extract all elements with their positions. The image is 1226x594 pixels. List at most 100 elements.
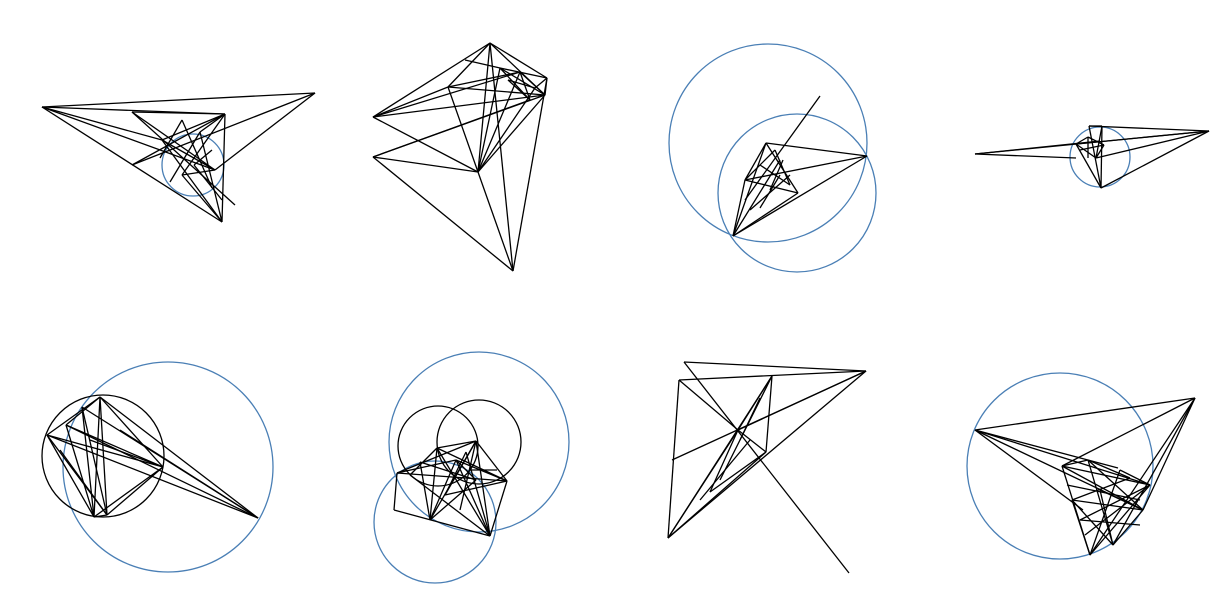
segment bbox=[419, 461, 431, 521]
segment bbox=[464, 59, 501, 69]
segment bbox=[1075, 143, 1097, 159]
segment bbox=[372, 71, 521, 118]
segment bbox=[181, 119, 213, 189]
segment bbox=[678, 379, 739, 431]
segment bbox=[534, 77, 548, 89]
segment bbox=[106, 466, 164, 516]
segment bbox=[774, 149, 791, 186]
segment bbox=[41, 92, 316, 108]
segment bbox=[159, 119, 183, 159]
segment bbox=[974, 429, 1119, 469]
segment bbox=[1112, 509, 1144, 546]
segment bbox=[447, 71, 521, 88]
segment bbox=[221, 113, 226, 223]
segment bbox=[131, 111, 216, 171]
segment bbox=[372, 156, 514, 272]
segment bbox=[737, 370, 867, 431]
segment bbox=[1087, 459, 1114, 546]
segment bbox=[744, 155, 868, 181]
segment bbox=[974, 153, 1077, 159]
segment bbox=[455, 459, 477, 481]
segment bbox=[447, 86, 546, 96]
segment bbox=[512, 77, 548, 272]
segment bbox=[393, 509, 491, 537]
segment bbox=[436, 440, 477, 449]
panel-1 bbox=[41, 92, 316, 223]
segment bbox=[475, 440, 491, 537]
segment bbox=[396, 459, 457, 474]
segment bbox=[46, 396, 101, 436]
segment bbox=[489, 42, 514, 272]
segment bbox=[65, 424, 259, 519]
segment bbox=[199, 113, 226, 133]
segment bbox=[99, 396, 108, 516]
segment bbox=[455, 459, 508, 482]
segment bbox=[1075, 136, 1089, 145]
circle bbox=[41, 394, 165, 518]
segment bbox=[41, 106, 216, 171]
circle bbox=[373, 460, 497, 584]
segment bbox=[1100, 130, 1210, 189]
segment bbox=[1079, 519, 1141, 526]
segment bbox=[447, 86, 479, 173]
segment bbox=[519, 71, 546, 96]
segment bbox=[409, 447, 438, 476]
segment bbox=[396, 472, 508, 482]
segment bbox=[1071, 499, 1114, 546]
segment bbox=[739, 397, 761, 441]
segment bbox=[1061, 459, 1089, 467]
segment bbox=[667, 429, 739, 539]
circle bbox=[717, 113, 877, 273]
segment bbox=[65, 424, 164, 468]
segment bbox=[372, 116, 479, 173]
segment bbox=[507, 79, 536, 89]
segment bbox=[477, 42, 491, 173]
panel-8 bbox=[966, 372, 1196, 560]
segment bbox=[489, 42, 548, 79]
segment bbox=[1119, 469, 1151, 486]
segment bbox=[372, 42, 491, 118]
panel-3 bbox=[668, 43, 877, 273]
segment bbox=[732, 179, 746, 237]
segment bbox=[667, 370, 867, 539]
segment bbox=[193, 149, 213, 166]
segment bbox=[1061, 397, 1196, 467]
segment bbox=[1089, 397, 1196, 556]
segment bbox=[161, 139, 223, 223]
segment bbox=[1095, 130, 1210, 159]
segment bbox=[1099, 489, 1114, 546]
segment bbox=[1100, 125, 1103, 189]
segment bbox=[477, 94, 546, 173]
circle bbox=[62, 361, 274, 573]
panel-4 bbox=[974, 125, 1210, 189]
segment bbox=[99, 396, 259, 519]
segment bbox=[499, 67, 548, 79]
segment bbox=[477, 87, 536, 173]
panel-7 bbox=[667, 361, 867, 574]
segment bbox=[444, 440, 477, 496]
segment bbox=[372, 156, 479, 173]
segment bbox=[667, 451, 767, 539]
segment bbox=[46, 434, 95, 518]
segment bbox=[678, 370, 867, 381]
segment bbox=[1084, 484, 1151, 536]
segment bbox=[459, 440, 477, 511]
segment bbox=[732, 142, 767, 237]
segment bbox=[1142, 397, 1196, 511]
segment bbox=[683, 361, 867, 372]
segment bbox=[1087, 459, 1131, 479]
segment bbox=[974, 429, 1084, 511]
segment bbox=[65, 424, 95, 518]
segment bbox=[199, 131, 223, 223]
segment bbox=[769, 159, 784, 191]
circle bbox=[436, 399, 522, 485]
segment bbox=[455, 459, 491, 537]
segment bbox=[429, 447, 438, 521]
segment bbox=[499, 67, 546, 96]
segment bbox=[419, 461, 477, 481]
segment bbox=[447, 42, 491, 88]
segment bbox=[372, 86, 449, 118]
segment bbox=[1087, 136, 1105, 146]
segment bbox=[81, 406, 95, 518]
